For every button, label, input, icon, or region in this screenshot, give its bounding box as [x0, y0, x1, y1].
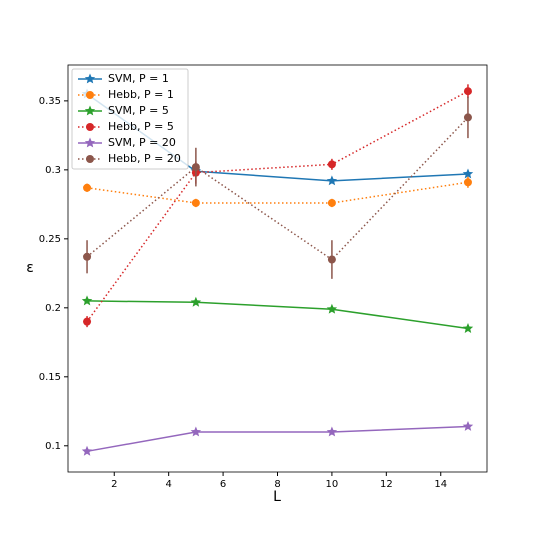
y-tick-label: 0.25 [39, 234, 61, 245]
marker [463, 178, 472, 187]
series-line [86, 90, 469, 323]
marker [327, 160, 336, 169]
marker [326, 426, 338, 437]
marker [86, 123, 94, 131]
legend-label: Hebb, P = 1 [108, 88, 174, 101]
marker [326, 303, 338, 314]
marker [190, 426, 202, 437]
x-tick-label: 6 [220, 479, 226, 490]
marker [462, 168, 474, 179]
x-tick-label: 12 [380, 479, 393, 490]
marker [463, 113, 472, 122]
legend-label: Hebb, P = 20 [108, 152, 181, 165]
legend-label: SVM, P = 5 [108, 104, 169, 117]
marker [462, 421, 474, 431]
marker [81, 445, 93, 456]
marker [83, 317, 92, 326]
marker [84, 105, 96, 116]
series-line [87, 300, 469, 330]
marker [83, 183, 92, 192]
x-tick-label: 4 [165, 479, 171, 490]
marker [462, 323, 474, 333]
x-axis-label: L [273, 489, 281, 505]
marker [81, 295, 93, 306]
marker [191, 198, 200, 207]
legend-label: SVM, P = 20 [108, 136, 176, 149]
marker [84, 137, 96, 148]
x-tick-label: 10 [326, 479, 339, 490]
legend-label: Hebb, P = 5 [108, 120, 174, 133]
marker [326, 175, 338, 186]
series-line [86, 425, 468, 453]
marker [83, 252, 92, 261]
marker [190, 296, 202, 307]
legend-box [71, 68, 189, 170]
series-line [86, 181, 469, 204]
y-tick-label: 0.3 [45, 165, 61, 176]
marker [84, 73, 96, 84]
marker [463, 87, 472, 96]
legend-label: SVM, P = 1 [108, 72, 169, 85]
marker [327, 255, 336, 264]
marker [191, 163, 200, 172]
marker [327, 198, 336, 207]
y-tick-label: 0.1 [45, 441, 61, 452]
x-tick-label: 8 [274, 479, 280, 490]
y-tick-label: 0.15 [39, 372, 61, 383]
y-tick-label: 0.2 [45, 303, 61, 314]
y-tick-label: 0.35 [39, 96, 61, 107]
x-tick-label: 14 [434, 479, 447, 490]
marker [86, 155, 94, 163]
marker [86, 91, 94, 99]
y-axis-label: ε [26, 260, 34, 276]
x-tick-label: 2 [111, 479, 117, 490]
